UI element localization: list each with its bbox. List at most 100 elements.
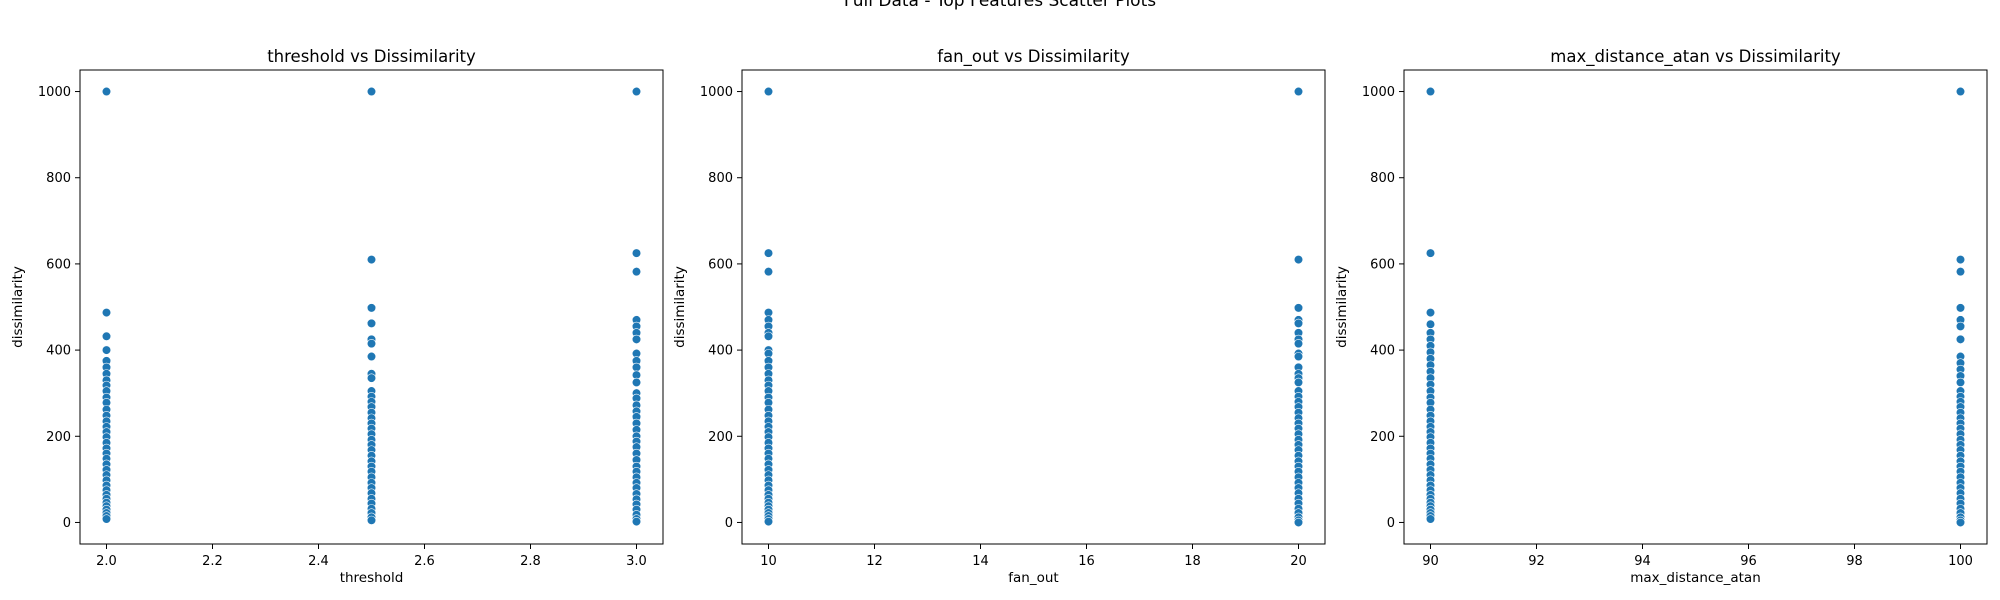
y-tick-label: 0 xyxy=(725,516,733,531)
scatter-point xyxy=(1293,517,1304,528)
scatter-point xyxy=(1293,339,1304,349)
scatter-point xyxy=(1425,308,1436,318)
x-tick-label: 16 xyxy=(1078,554,1095,569)
scatter-point xyxy=(366,303,377,313)
scatter-point xyxy=(1955,86,1966,97)
scatter-points xyxy=(1425,86,1966,528)
subplot-3: 90 92 94 96 98 10002004006008001000max_distan… xyxy=(1334,47,1988,586)
scatter-points xyxy=(101,86,642,527)
x-axis-label: max_distance_atan xyxy=(1630,570,1761,586)
scatter-point xyxy=(763,86,774,97)
scatter-point xyxy=(1425,319,1436,329)
x-axis-label: threshold xyxy=(340,570,404,586)
scatter-point xyxy=(1293,377,1304,388)
scatter-point xyxy=(1425,248,1436,258)
y-tick-label: 600 xyxy=(46,257,71,272)
scatter-point xyxy=(1425,86,1436,97)
scatter-point xyxy=(1293,303,1304,313)
x-tick-label: 2.4 xyxy=(308,554,329,569)
x-tick-label: 98 xyxy=(1846,554,1863,569)
scatter-point xyxy=(631,267,642,277)
scatter-point xyxy=(101,345,112,355)
x-tick-label: 96 xyxy=(1740,554,1757,569)
scatter-point xyxy=(366,515,377,525)
y-tick-label: 1000 xyxy=(38,85,71,100)
subplot-title: threshold vs Dissimilarity xyxy=(267,47,476,66)
x-tick-label: 2.8 xyxy=(520,554,541,569)
scatter-point xyxy=(1425,514,1436,524)
y-axis-label: dissimilarity xyxy=(672,266,688,348)
y-tick-label: 1000 xyxy=(1362,85,1395,100)
scatter-point xyxy=(366,351,377,362)
scatter-point xyxy=(366,373,377,383)
subplot-title: fan_out vs Dissimilarity xyxy=(937,47,1130,67)
y-tick-label: 400 xyxy=(1370,344,1395,359)
y-tick-label: 600 xyxy=(1370,257,1395,272)
scatter-point xyxy=(763,267,774,277)
x-tick-label: 90 xyxy=(1422,554,1439,569)
scatter-point xyxy=(366,86,377,97)
y-tick-label: 200 xyxy=(1370,430,1395,445)
x-tick-label: 100 xyxy=(1948,554,1973,569)
scatter-point xyxy=(101,308,112,318)
scatter-point xyxy=(631,377,642,388)
x-tick-label: 94 xyxy=(1634,554,1651,569)
subplot-title: max_distance_atan vs Dissimilarity xyxy=(1550,47,1841,67)
scatter-point xyxy=(1955,377,1966,388)
scatter-point xyxy=(366,318,377,328)
x-tick-label: 12 xyxy=(866,554,883,569)
x-tick-label: 92 xyxy=(1528,554,1545,569)
subplot-1: 2.0 2.2 2.4 2.6 2.8 3.0 0 200 400 600 800 1000 thres… xyxy=(10,47,664,586)
y-tick-label: 400 xyxy=(708,344,733,359)
scatter-point xyxy=(763,248,774,258)
scatter-point xyxy=(366,255,377,265)
figure-suptitle: Full Data - Top Features Scatter Plots xyxy=(843,0,1157,11)
scatter-point xyxy=(101,331,112,341)
axes-frame xyxy=(741,69,1326,545)
scatter-point xyxy=(366,339,377,349)
axes-frame xyxy=(79,69,664,545)
x-tick-label: 18 xyxy=(1184,554,1201,569)
scatter-point xyxy=(631,362,642,372)
scatter-points xyxy=(763,86,1304,528)
scatter-point xyxy=(1955,303,1966,313)
y-tick-label: 1000 xyxy=(700,85,733,100)
scatter-point xyxy=(1955,255,1966,265)
x-axis-label: fan_out xyxy=(1008,570,1058,586)
x-tick-label: 14 xyxy=(972,554,989,569)
scatter-point xyxy=(1293,318,1304,328)
scatter-point xyxy=(763,331,774,341)
x-tick-label: 10 xyxy=(760,554,777,569)
y-tick-label: 200 xyxy=(46,430,71,445)
x-tick-label: 2.2 xyxy=(202,554,223,569)
y-tick-label: 800 xyxy=(1370,171,1395,186)
y-tick-label: 600 xyxy=(708,257,733,272)
x-tick-label: 3.0 xyxy=(626,554,647,569)
x-tick-label: 2.0 xyxy=(96,554,117,569)
y-tick-label: 800 xyxy=(708,171,733,186)
x-tick-label: 2.6 xyxy=(414,554,435,569)
y-tick-label: 800 xyxy=(46,171,71,186)
scatter-point xyxy=(1955,334,1966,344)
scatter-point xyxy=(101,514,112,524)
scatter-point xyxy=(1293,86,1304,97)
y-tick-label: 0 xyxy=(63,516,71,531)
scatter-point xyxy=(101,86,112,97)
scatter-point xyxy=(631,516,642,527)
scatter-point xyxy=(631,86,642,97)
y-tick-label: 200 xyxy=(708,430,733,445)
y-axis-label: dissimilarity xyxy=(10,266,26,348)
scatter-point xyxy=(1955,267,1966,277)
y-tick-label: 400 xyxy=(46,344,71,359)
scatter-point xyxy=(1955,517,1966,528)
scatter-point xyxy=(631,334,642,344)
scatter-point xyxy=(1293,255,1304,265)
scatter-point xyxy=(631,248,642,258)
axes-frame xyxy=(1403,69,1988,545)
scatter-point xyxy=(1955,321,1966,331)
scatter-point xyxy=(1293,351,1304,362)
y-axis-label: dissimilarity xyxy=(1334,266,1350,348)
y-tick-label: 0 xyxy=(1387,516,1395,531)
